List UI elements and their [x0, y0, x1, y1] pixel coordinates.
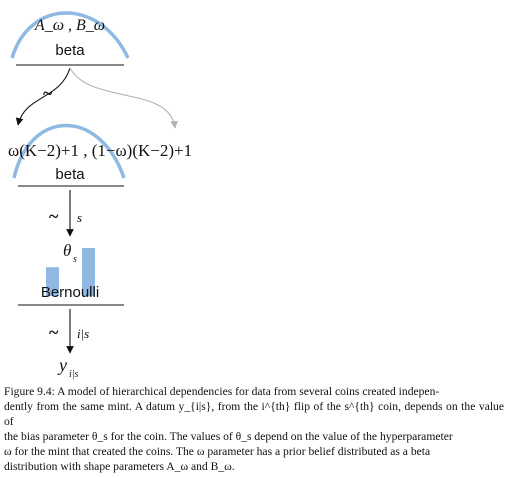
bernoulli-label: Bernoulli [41, 284, 99, 301]
bernoulli-bar-heads [82, 248, 95, 296]
arrow-to-omega [15, 67, 71, 126]
top-beta-node: A_ω , B_ω beta [10, 11, 130, 66]
top-beta-params: A_ω , B_ω [34, 17, 105, 34]
bernoulli-node: Bernoulli [18, 248, 124, 306]
middle-index-s: s [77, 210, 82, 225]
theta-subscript: s [73, 254, 77, 265]
bottom-index-i-given-s: i|s [77, 326, 89, 341]
arrow-to-one-minus-omega [69, 67, 179, 129]
middle-beta-label: beta [55, 166, 85, 183]
y-symbol: y [57, 355, 67, 375]
middle-beta-curve [12, 123, 126, 179]
caption-line: dently from the same mint. A datum y_{i|… [4, 400, 504, 428]
theta-symbol: θ [63, 241, 71, 260]
caption-line: distribution with shape parameters A_ω a… [4, 460, 235, 473]
top-beta-curve [10, 11, 130, 59]
middle-beta-node: ω(K−2)+1 , (1−ω)(K−2)+1 beta [8, 123, 192, 187]
middle-tilde: ~ [49, 206, 59, 226]
bernoulli-bar-tails [46, 267, 59, 296]
top-beta-label: beta [55, 42, 85, 59]
middle-beta-params: ω(K−2)+1 , (1−ω)(K−2)+1 [8, 141, 192, 160]
caption-line: Figure 9.4: A model of hierarchical depe… [4, 385, 440, 398]
caption-line: the bias parameter θ_s for the coin. The… [4, 430, 453, 443]
figure-caption: Figure 9.4: A model of hierarchical depe… [4, 384, 504, 474]
bottom-tilde: ~ [49, 322, 59, 342]
y-i-given-s-label: y i|s [57, 355, 79, 380]
y-subscript: i|s [69, 369, 79, 380]
caption-line: ω for the mint that created the coins. T… [4, 445, 431, 458]
top-tilde: ~ [43, 83, 53, 103]
theta-s-label: θ s [63, 241, 77, 265]
